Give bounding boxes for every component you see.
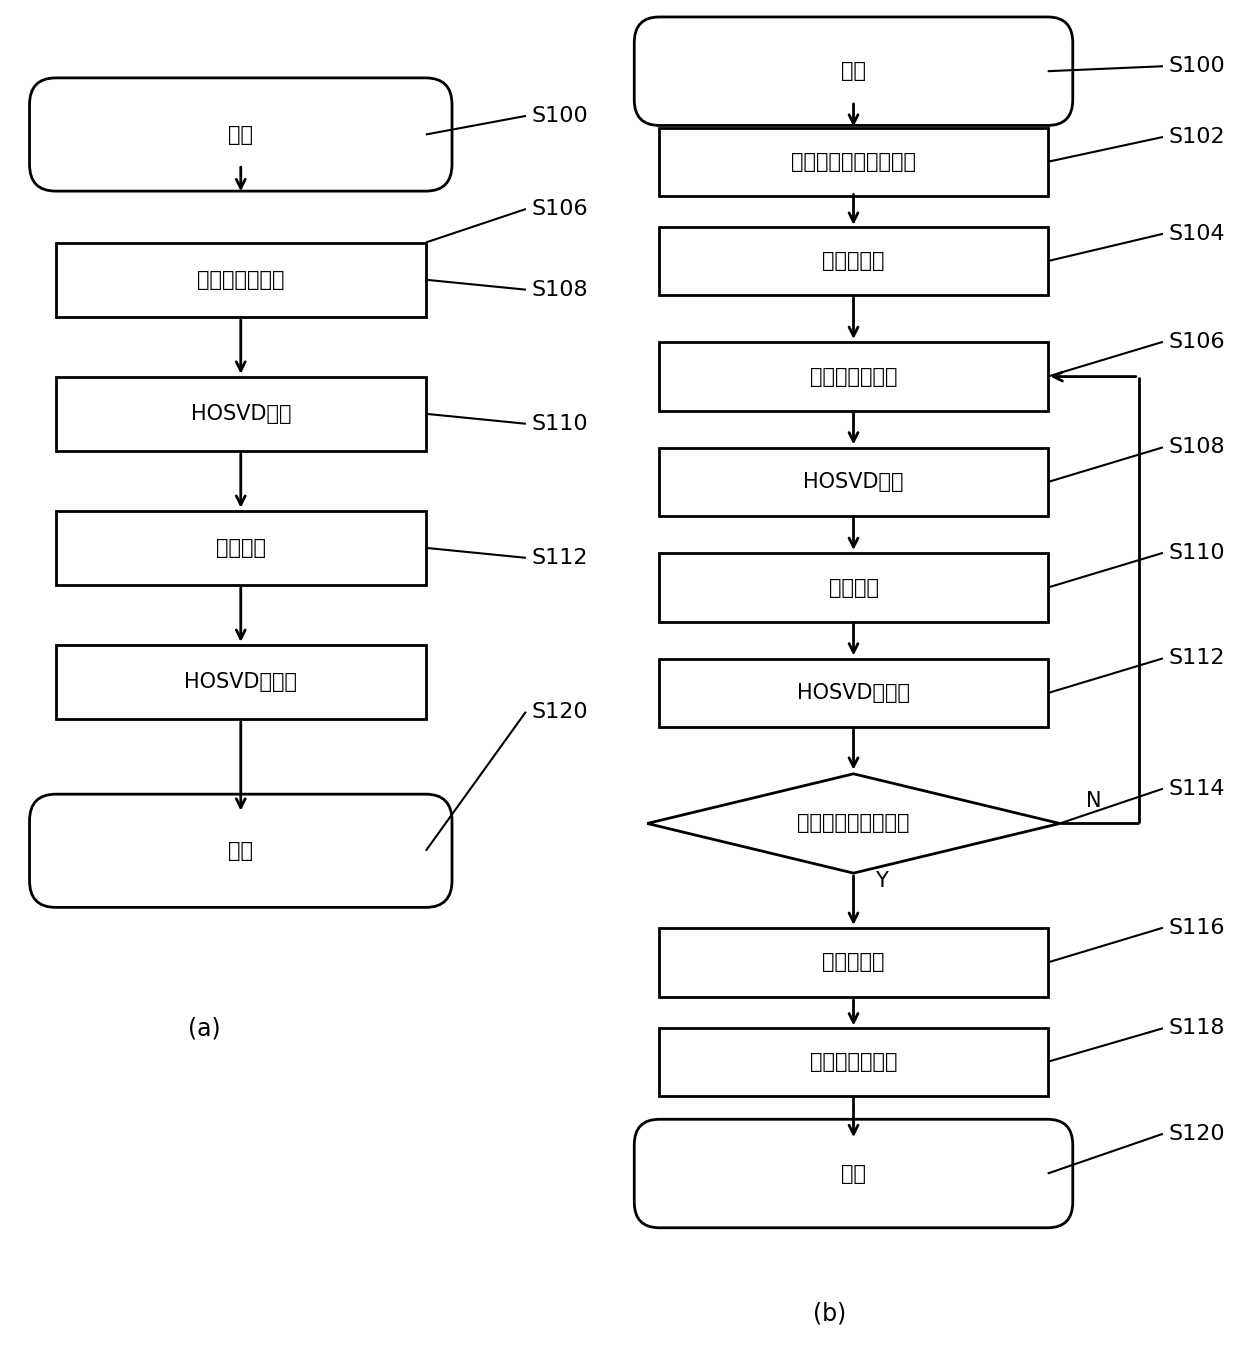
Text: 开始: 开始 bbox=[228, 124, 253, 144]
Text: S110: S110 bbox=[1169, 542, 1225, 563]
Text: S108: S108 bbox=[532, 279, 589, 299]
Text: 所有图像块处理完毕: 所有图像块处理完毕 bbox=[797, 813, 910, 834]
Bar bbox=[660, 928, 1048, 997]
Bar bbox=[660, 553, 1048, 622]
Text: 像素值融合: 像素值融合 bbox=[822, 952, 885, 973]
Text: N: N bbox=[1086, 791, 1102, 811]
Bar bbox=[660, 343, 1048, 410]
Text: S104: S104 bbox=[1169, 224, 1225, 244]
Text: 结束: 结束 bbox=[841, 1164, 866, 1183]
FancyBboxPatch shape bbox=[30, 795, 453, 908]
FancyBboxPatch shape bbox=[30, 78, 453, 192]
Text: 阈值处理: 阈值处理 bbox=[828, 577, 878, 598]
Text: HOSVD反变换: HOSVD反变换 bbox=[797, 683, 910, 703]
Text: S108: S108 bbox=[1169, 437, 1225, 457]
Text: 开始: 开始 bbox=[841, 61, 866, 81]
Text: HOSVD变换: HOSVD变换 bbox=[191, 403, 291, 424]
Bar bbox=[660, 227, 1048, 295]
Text: 接收输入视频重构图像: 接收输入视频重构图像 bbox=[791, 152, 916, 171]
Bar bbox=[56, 645, 425, 719]
Text: HOSVD反变换: HOSVD反变换 bbox=[185, 672, 298, 692]
Text: S106: S106 bbox=[532, 200, 589, 219]
Text: 块匹配找相似块: 块匹配找相似块 bbox=[810, 367, 898, 387]
FancyBboxPatch shape bbox=[635, 1120, 1073, 1228]
FancyBboxPatch shape bbox=[635, 18, 1073, 125]
Text: S116: S116 bbox=[1169, 917, 1225, 938]
Text: HOSVD变换: HOSVD变换 bbox=[804, 472, 904, 492]
Text: S120: S120 bbox=[532, 701, 589, 722]
Polygon shape bbox=[647, 774, 1060, 873]
Text: (a): (a) bbox=[188, 1016, 221, 1040]
Bar bbox=[660, 448, 1048, 517]
Text: Y: Y bbox=[875, 870, 888, 890]
Text: 输出滤波像素值: 输出滤波像素值 bbox=[810, 1052, 898, 1072]
Text: S100: S100 bbox=[532, 105, 589, 125]
Text: 阈值处理: 阈值处理 bbox=[216, 538, 265, 558]
Bar bbox=[56, 376, 425, 451]
Text: 图像块确定: 图像块确定 bbox=[822, 251, 885, 271]
Text: 块匹配找相似块: 块匹配找相似块 bbox=[197, 270, 284, 290]
Bar bbox=[660, 658, 1048, 727]
Text: 结束: 结束 bbox=[228, 840, 253, 861]
Bar bbox=[56, 243, 425, 317]
Text: S114: S114 bbox=[1169, 778, 1225, 799]
Bar bbox=[660, 1028, 1048, 1095]
Bar bbox=[56, 511, 425, 585]
Text: S102: S102 bbox=[1169, 127, 1225, 147]
Text: S100: S100 bbox=[1169, 57, 1225, 77]
Text: S120: S120 bbox=[1169, 1124, 1225, 1144]
Text: S112: S112 bbox=[532, 548, 589, 568]
Text: S106: S106 bbox=[1169, 332, 1225, 352]
Text: S110: S110 bbox=[532, 414, 589, 434]
Text: S118: S118 bbox=[1169, 1018, 1225, 1039]
Text: (b): (b) bbox=[812, 1302, 846, 1326]
Text: S112: S112 bbox=[1169, 649, 1225, 668]
Bar bbox=[660, 128, 1048, 196]
